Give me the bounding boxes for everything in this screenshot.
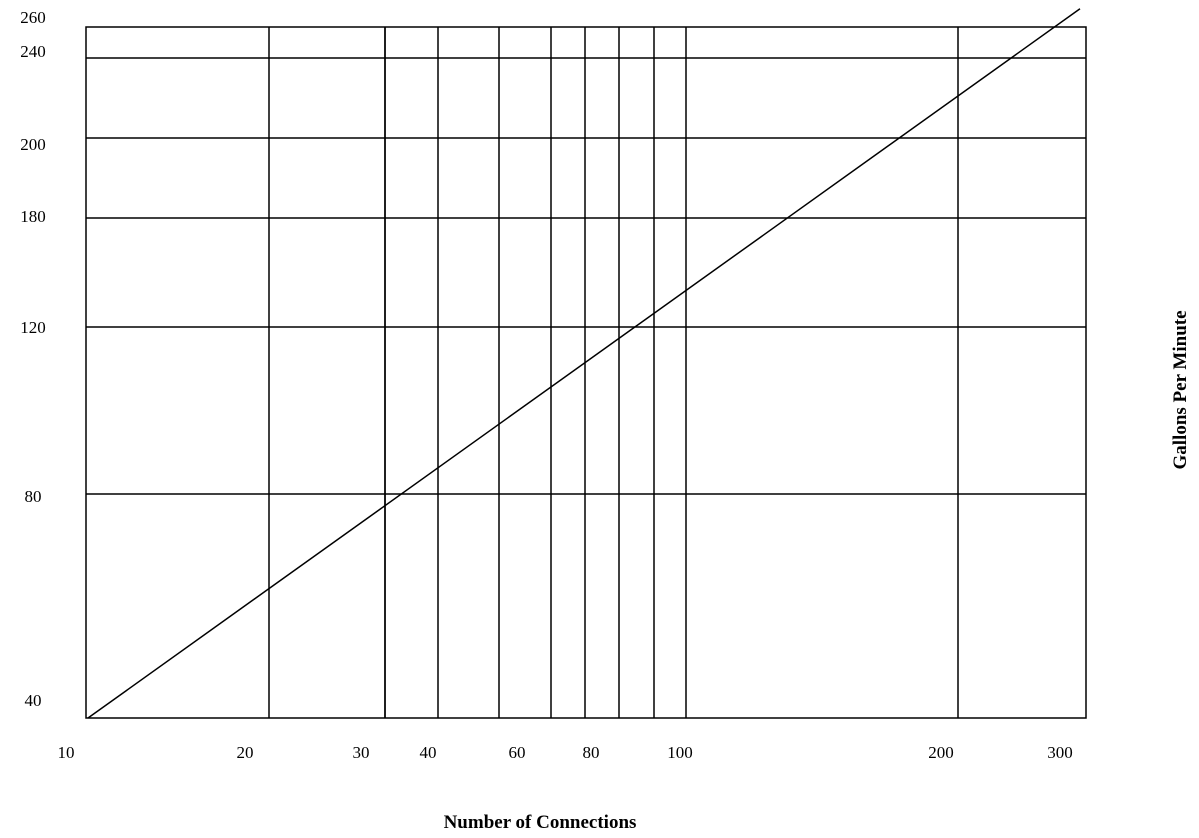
y-tick-label: 80 [25, 487, 42, 506]
x-tick-label: 40 [420, 743, 437, 762]
horizontal-grid-lines [86, 57, 1086, 495]
plot-frame [85, 26, 1087, 719]
y-tick-label: 120 [20, 318, 46, 337]
x-tick-label: 20 [237, 743, 254, 762]
y-tick-label: 40 [25, 691, 42, 710]
x-tick-labels: 10 20 30 40 60 80 100 200 300 [58, 743, 1073, 762]
y-tick-label: 200 [20, 135, 46, 154]
x-tick-label: 300 [1047, 743, 1073, 762]
vertical-grid-lines [268, 27, 959, 718]
y-tick-labels: 40 80 120 180 200 240 260 [20, 8, 46, 710]
series-line [87, 8, 1081, 719]
y-tick-label: 240 [20, 42, 46, 61]
y-axis-title: Gallons Per Minute [1170, 310, 1191, 469]
x-tick-label: 30 [353, 743, 370, 762]
x-tick-label: 60 [509, 743, 526, 762]
x-axis-title: Number of Connections [444, 812, 637, 833]
y-tick-label: 180 [20, 207, 46, 226]
x-tick-label: 200 [928, 743, 954, 762]
x-tick-label: 80 [583, 743, 600, 762]
x-tick-label: 100 [667, 743, 693, 762]
y-tick-label: 260 [20, 8, 46, 27]
series-layer [87, 8, 1081, 719]
x-tick-label: 10 [58, 743, 75, 762]
